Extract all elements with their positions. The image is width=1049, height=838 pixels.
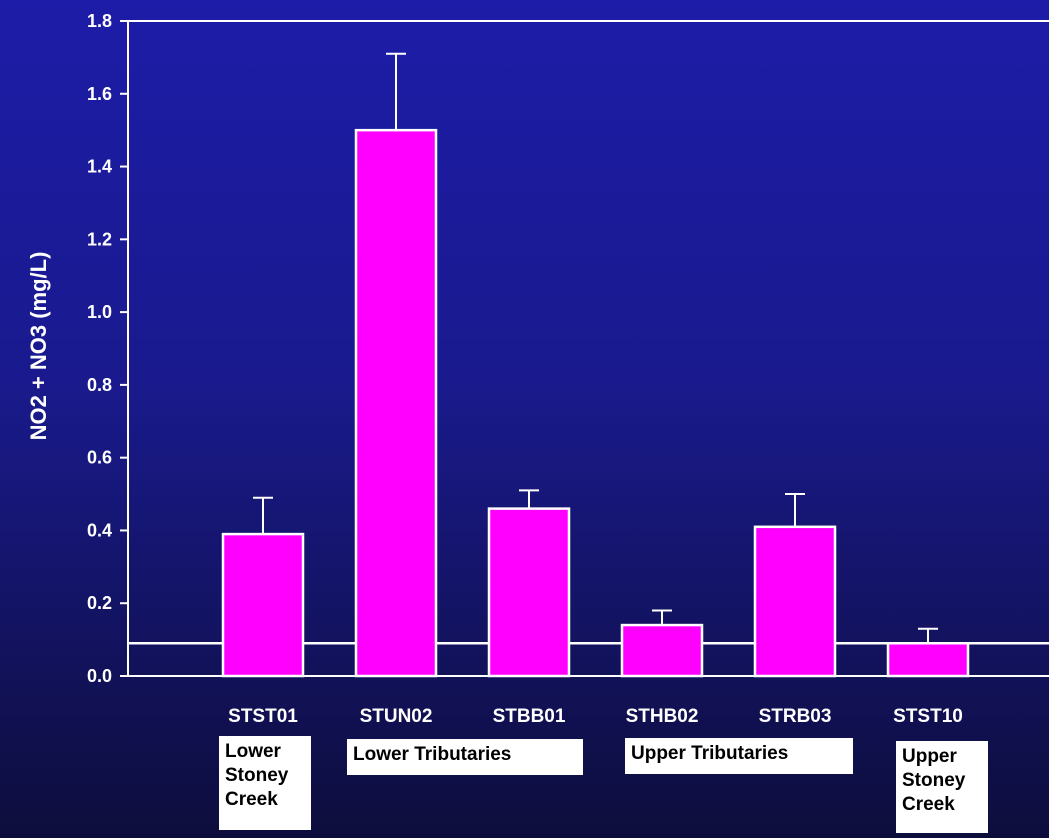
y-axis-label: NO2 + NO3 (mg/L) — [26, 252, 51, 441]
y-tick-label: 0.2 — [87, 593, 112, 613]
x-tick-label: STBB01 — [493, 706, 566, 727]
y-tick-label: 0.4 — [87, 520, 112, 540]
bar — [354, 128, 438, 678]
labels: STST01 STUN02 STBB01 STHB02 STRB03 STST10 — [228, 706, 963, 727]
group-label-lower-tributaries: Lower Tributaries — [347, 739, 583, 775]
x-tick-label: STST01 — [228, 706, 298, 727]
y-tick-label: 1.0 — [87, 302, 112, 322]
y-tick-label: 0.0 — [87, 666, 112, 686]
bar — [620, 623, 704, 678]
y-tick-label: 1.4 — [87, 157, 112, 177]
x-tick-label: STUN02 — [360, 706, 433, 727]
y-tick-label: 1.2 — [87, 229, 112, 249]
x-tick-label: STST10 — [893, 706, 963, 727]
bars — [221, 52, 970, 678]
y-tick-label: 1.6 — [87, 84, 112, 104]
group-label-upper-tributaries: Upper Tributaries — [625, 738, 853, 774]
y-tick-label: 0.6 — [87, 448, 112, 468]
bar — [886, 642, 970, 678]
y-tick-label: 1.8 — [87, 11, 112, 31]
x-tick-label: STRB03 — [759, 706, 832, 727]
group-label-upper-stoney-creek: Upper Stoney Creek — [896, 741, 988, 833]
y-tick-label: 0.8 — [87, 375, 112, 395]
bar — [221, 532, 305, 678]
x-tick-label: STHB02 — [626, 706, 699, 727]
bar — [487, 507, 571, 678]
bar — [753, 525, 837, 678]
group-label-lower-stoney-creek: Lower Stoney Creek — [219, 736, 311, 830]
